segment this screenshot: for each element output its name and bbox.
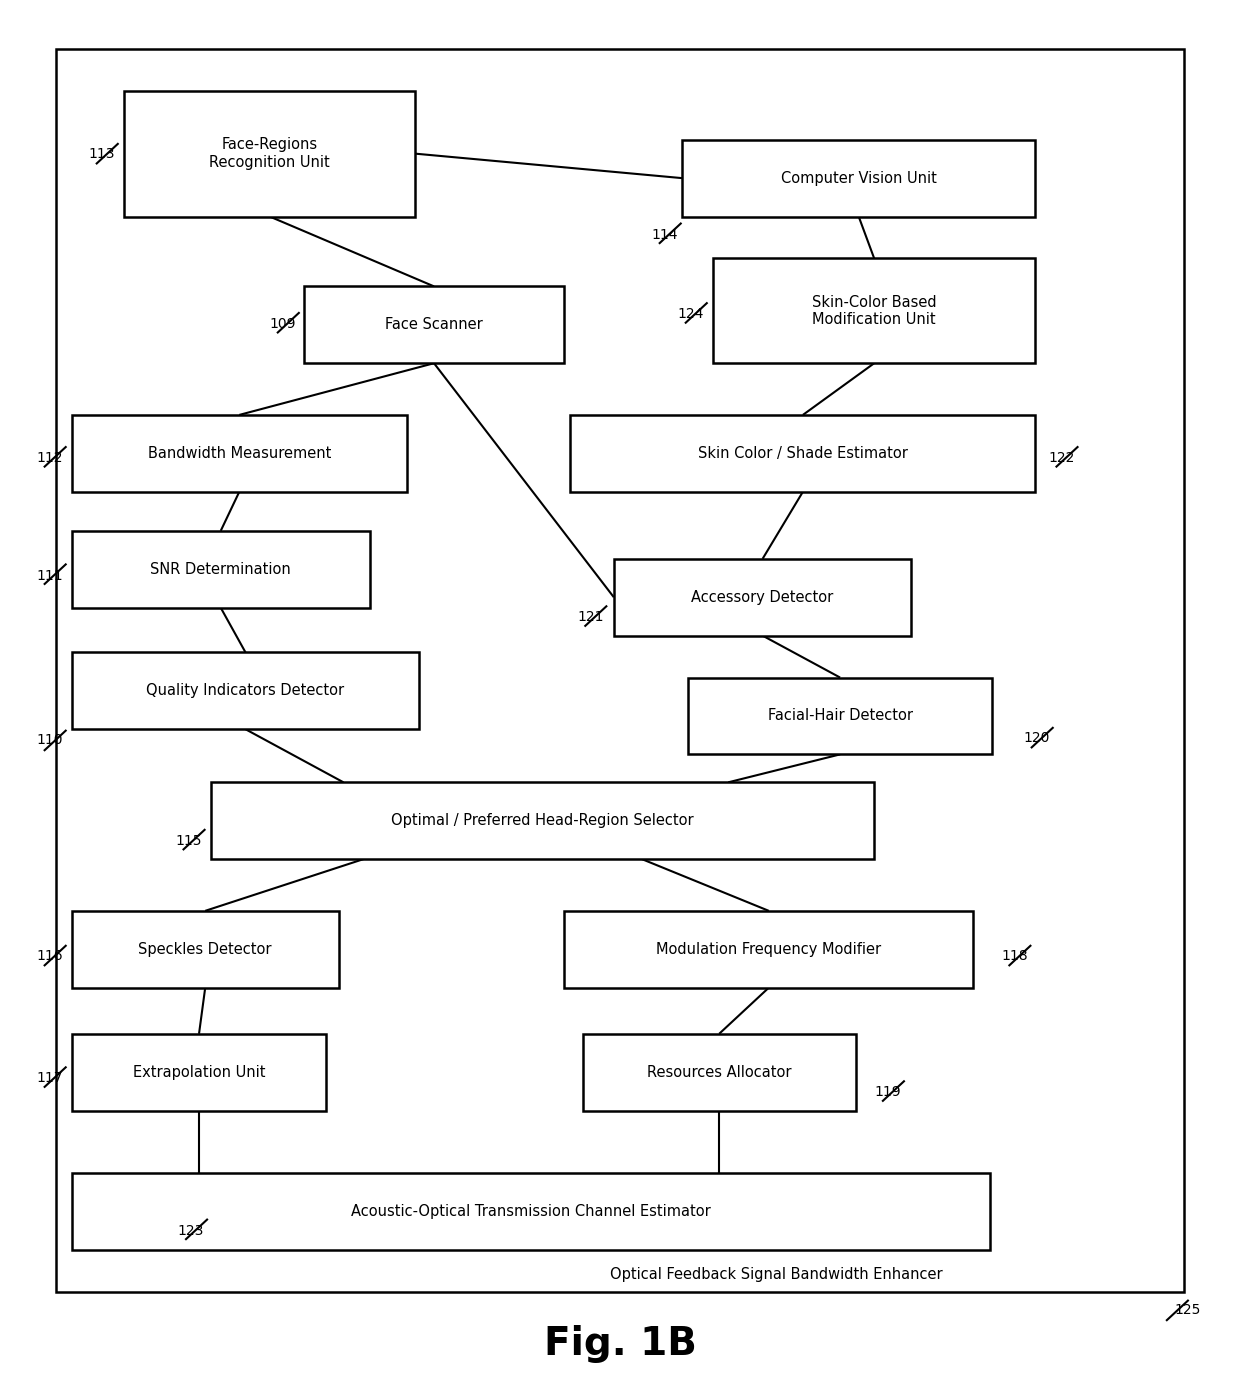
Text: 124: 124 (677, 307, 704, 321)
Text: 112: 112 (36, 451, 63, 465)
Text: Resources Allocator: Resources Allocator (647, 1065, 791, 1080)
Bar (124, 91, 415, 217)
Text: Skin-Color Based
Modification Unit: Skin-Color Based Modification Unit (812, 295, 936, 327)
Text: Skin Color / Shade Estimator: Skin Color / Shade Estimator (698, 446, 908, 461)
Text: SNR Determination: SNR Determination (150, 562, 291, 577)
Text: Bandwidth Measurement: Bandwidth Measurement (148, 446, 331, 461)
Bar (72, 911, 339, 988)
Text: 125: 125 (1174, 1303, 1202, 1317)
Text: Face Scanner: Face Scanner (386, 317, 482, 332)
Text: 109: 109 (269, 317, 296, 331)
Text: 110: 110 (36, 733, 63, 747)
Bar (72, 652, 419, 729)
Text: Face-Regions
Recognition Unit: Face-Regions Recognition Unit (210, 137, 330, 170)
Text: Computer Vision Unit: Computer Vision Unit (781, 170, 936, 186)
Text: Fig. 1B: Fig. 1B (543, 1324, 697, 1363)
Bar (72, 415, 407, 492)
Text: Facial-Hair Detector: Facial-Hair Detector (768, 708, 913, 724)
Text: Optimal / Preferred Head-Region Selector: Optimal / Preferred Head-Region Selector (391, 813, 694, 828)
Bar (56, 49, 1184, 1292)
Text: 113: 113 (88, 147, 115, 161)
Text: 122: 122 (1048, 451, 1075, 465)
Bar (682, 140, 1035, 217)
Bar (72, 1173, 990, 1250)
Bar (72, 1034, 326, 1111)
Bar (713, 258, 1035, 363)
Text: Optical Feedback Signal Bandwidth Enhancer: Optical Feedback Signal Bandwidth Enhanc… (610, 1267, 942, 1282)
Text: Speckles Detector: Speckles Detector (139, 942, 272, 957)
Text: 121: 121 (577, 610, 604, 624)
Bar (570, 415, 1035, 492)
Text: Modulation Frequency Modifier: Modulation Frequency Modifier (656, 942, 882, 957)
Text: 111: 111 (36, 569, 63, 583)
Bar (688, 678, 992, 754)
Text: 119: 119 (874, 1085, 901, 1099)
Bar (564, 911, 973, 988)
Text: 114: 114 (651, 228, 678, 242)
Text: 120: 120 (1023, 731, 1050, 745)
Text: Extrapolation Unit: Extrapolation Unit (133, 1065, 265, 1080)
Text: 117: 117 (36, 1071, 63, 1085)
Bar (583, 1034, 856, 1111)
Text: 116: 116 (36, 949, 63, 963)
Bar (304, 286, 564, 363)
Bar (211, 782, 874, 859)
Bar (72, 531, 370, 608)
Text: 123: 123 (177, 1224, 205, 1238)
Text: 115: 115 (175, 834, 202, 848)
Text: 118: 118 (1001, 949, 1028, 963)
Text: Quality Indicators Detector: Quality Indicators Detector (146, 683, 345, 698)
Text: Accessory Detector: Accessory Detector (692, 590, 833, 605)
Text: Acoustic-Optical Transmission Channel Estimator: Acoustic-Optical Transmission Channel Es… (351, 1204, 711, 1220)
Bar (614, 559, 911, 636)
